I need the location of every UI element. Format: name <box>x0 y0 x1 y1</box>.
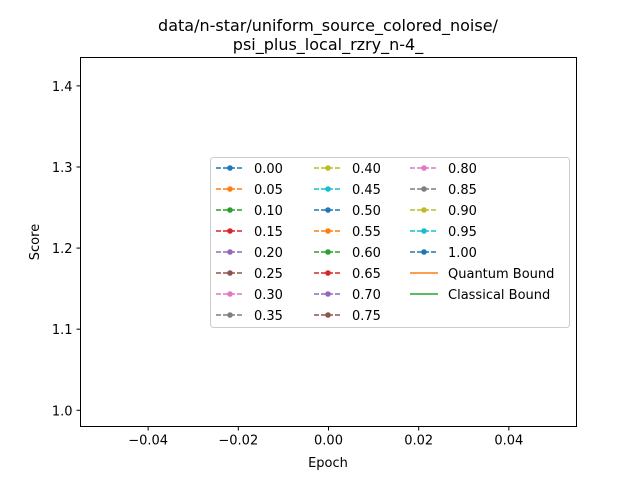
chart-title-line-2: psi_plus_local_rzry_n-4_ <box>233 35 424 55</box>
legend-label: 0.40 <box>352 162 381 177</box>
legend-item: 1.00 <box>410 246 477 261</box>
legend-label: 0.75 <box>352 309 381 324</box>
legend-marker <box>325 312 331 318</box>
legend-item: 0.90 <box>410 204 477 219</box>
x-axis: −0.04 −0.02 0.00 0.02 0.04 <box>128 426 523 449</box>
legend-marker <box>227 165 233 171</box>
x-tick-label: −0.04 <box>128 434 168 449</box>
legend-label: 0.00 <box>254 162 283 177</box>
legend-marker <box>227 228 233 234</box>
legend-label: 0.95 <box>448 225 477 240</box>
legend-label: 0.80 <box>448 162 477 177</box>
legend-item: 0.60 <box>314 246 381 261</box>
legend-label: 0.20 <box>254 246 283 261</box>
x-tick-label: 0.04 <box>494 434 523 449</box>
legend-item: 0.50 <box>314 204 381 219</box>
x-tick-label: 0.00 <box>314 434 343 449</box>
legend-label: Quantum Bound <box>448 267 554 282</box>
legend-marker <box>325 249 331 255</box>
legend-item: 0.80 <box>410 162 477 177</box>
legend: 0.00 0.05 0.10 0.15 0.20 0.25 0.30 0.35 0.40 0.45… <box>210 157 570 328</box>
legend-label: 0.05 <box>254 183 283 198</box>
legend-item: 0.30 <box>216 288 283 303</box>
legend-item: 0.70 <box>314 288 381 303</box>
legend-label: 0.25 <box>254 267 283 282</box>
y-tick-label: 1.4 <box>52 80 73 95</box>
legend-item: 0.85 <box>410 183 477 198</box>
legend-item: Classical Bound <box>410 288 550 303</box>
legend-marker <box>325 270 331 276</box>
legend-label: 0.90 <box>448 204 477 219</box>
legend-item: 0.95 <box>410 225 477 240</box>
y-tick-label: 1.0 <box>52 404 73 419</box>
legend-marker <box>227 186 233 192</box>
legend-label: 0.45 <box>352 183 381 198</box>
legend-label: 0.85 <box>448 183 477 198</box>
y-tick-label: 1.1 <box>52 323 73 338</box>
legend-marker <box>421 228 427 234</box>
legend-marker <box>421 249 427 255</box>
legend-label: 0.60 <box>352 246 381 261</box>
legend-marker <box>227 312 233 318</box>
legend-label: 0.15 <box>254 225 283 240</box>
legend-marker <box>325 186 331 192</box>
legend-item: 0.65 <box>314 267 381 282</box>
legend-item: 0.15 <box>216 225 283 240</box>
legend-label: 1.00 <box>448 246 477 261</box>
legend-label: 0.70 <box>352 288 381 303</box>
legend-item: 0.10 <box>216 204 283 219</box>
legend-marker <box>227 249 233 255</box>
legend-item: 0.25 <box>216 267 283 282</box>
x-tick-label: −0.02 <box>218 434 258 449</box>
legend-label: 0.50 <box>352 204 381 219</box>
legend-marker <box>325 228 331 234</box>
legend-item: 0.35 <box>216 309 283 324</box>
legend-marker <box>421 165 427 171</box>
legend-marker <box>227 291 233 297</box>
legend-marker <box>421 186 427 192</box>
legend-item: 0.55 <box>314 225 381 240</box>
legend-item: 0.75 <box>314 309 381 324</box>
y-axis-label: Score <box>28 224 43 260</box>
y-axis: 1.0 1.1 1.2 1.3 1.4 <box>52 80 81 419</box>
legend-label: 0.10 <box>254 204 283 219</box>
legend-item: 0.05 <box>216 183 283 198</box>
legend-marker <box>325 291 331 297</box>
legend-item: 0.00 <box>216 162 283 177</box>
legend-frame <box>210 157 570 328</box>
legend-marker <box>325 165 331 171</box>
legend-marker <box>421 207 427 213</box>
legend-marker <box>227 270 233 276</box>
legend-item: Quantum Bound <box>410 267 554 282</box>
x-axis-label: Epoch <box>308 456 348 471</box>
legend-label: 0.65 <box>352 267 381 282</box>
legend-marker <box>325 207 331 213</box>
y-tick-label: 1.2 <box>52 242 73 257</box>
legend-marker <box>227 207 233 213</box>
legend-item: 0.40 <box>314 162 381 177</box>
legend-label: Classical Bound <box>448 288 550 303</box>
legend-label: 0.35 <box>254 309 283 324</box>
y-tick-label: 1.3 <box>52 161 73 176</box>
legend-item: 0.45 <box>314 183 381 198</box>
x-tick-label: 0.02 <box>404 434 433 449</box>
legend-item: 0.20 <box>216 246 283 261</box>
legend-label: 0.55 <box>352 225 381 240</box>
legend-label: 0.30 <box>254 288 283 303</box>
chart-title-line-1: data/n-star/uniform_source_colored_noise… <box>158 16 498 36</box>
